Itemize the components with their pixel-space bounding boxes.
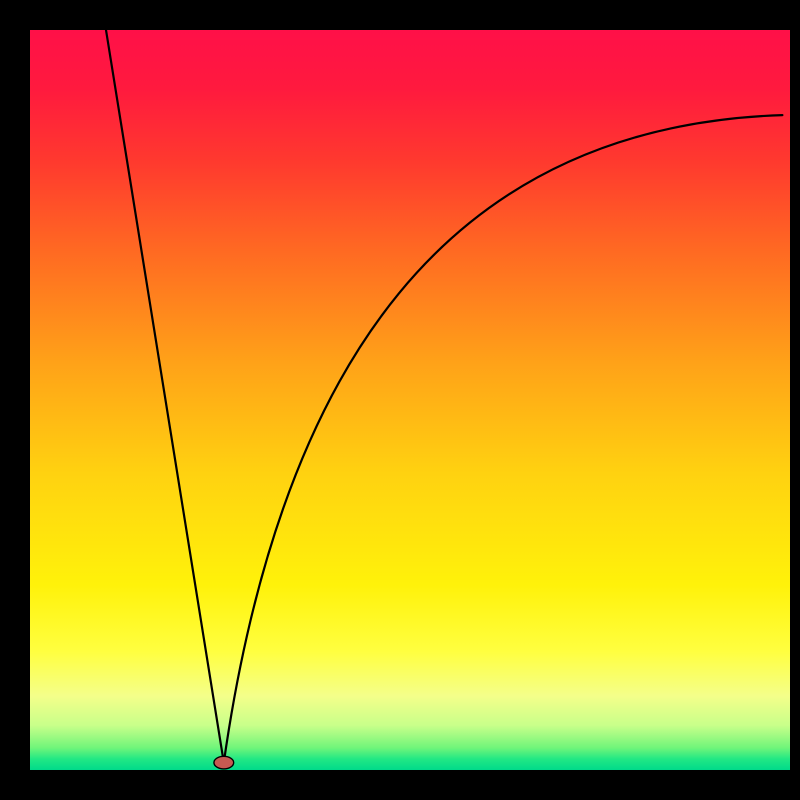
frame-top bbox=[0, 0, 800, 30]
frame-left bbox=[0, 0, 30, 800]
frame-right bbox=[790, 0, 800, 800]
frame-bottom bbox=[0, 770, 800, 800]
chart-background bbox=[30, 30, 790, 770]
bottleneck-chart bbox=[0, 0, 800, 800]
minimum-marker bbox=[214, 756, 234, 769]
